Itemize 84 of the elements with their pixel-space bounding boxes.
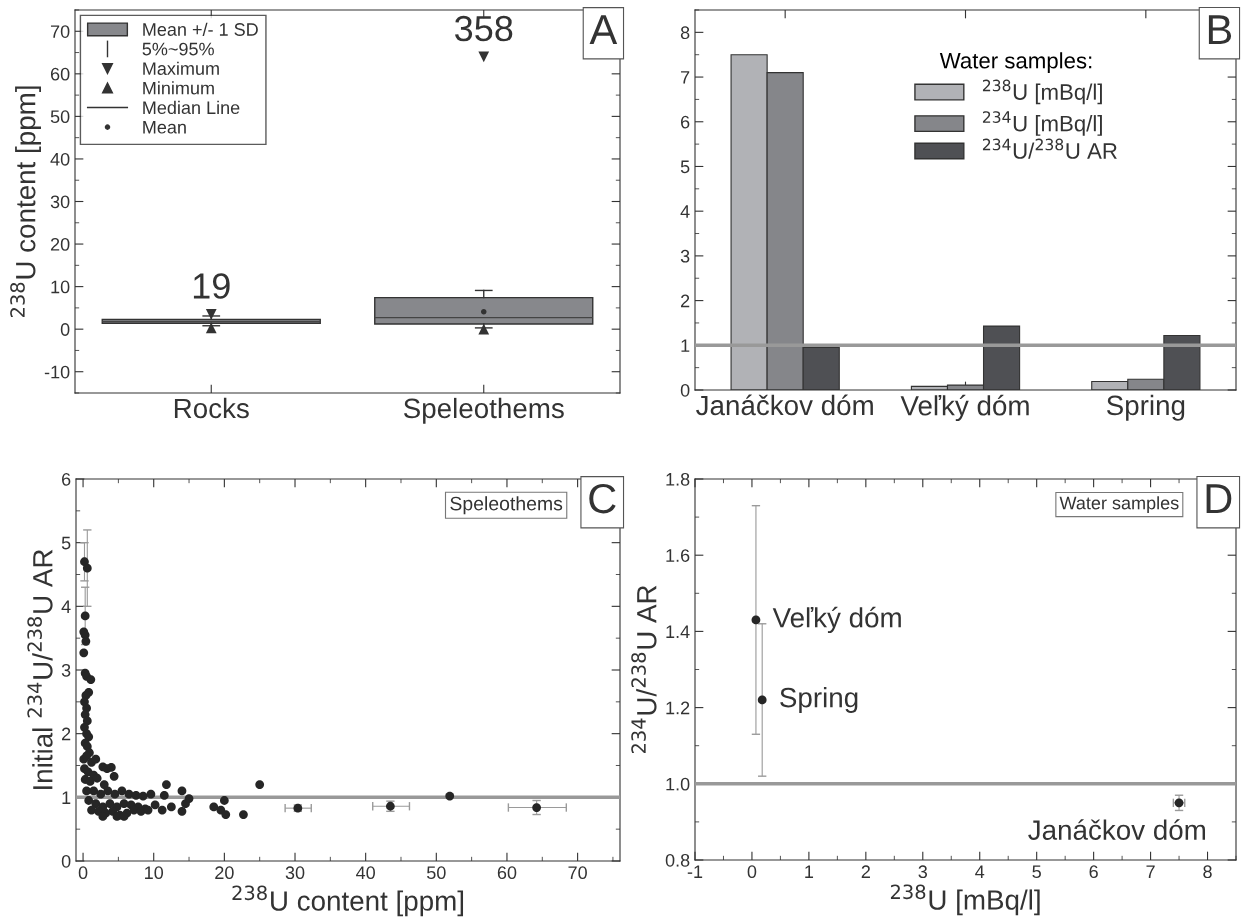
y-tick-label: 1 xyxy=(681,339,690,352)
annotation: 5%~95% xyxy=(142,42,214,56)
y-tick-label: 3 xyxy=(61,663,71,677)
annotation: Median Line xyxy=(143,100,240,115)
annotation: Spring xyxy=(780,687,858,713)
x-tick-label: 7 xyxy=(1146,865,1155,878)
point xyxy=(205,308,217,320)
y-tick-label: 1.2 xyxy=(666,701,690,715)
annotation: Veľký dóm xyxy=(772,606,901,634)
y-tick-label: 1.8 xyxy=(666,472,690,486)
y-tick-label: 0 xyxy=(680,383,690,397)
x-tick-label: 3 xyxy=(918,865,928,879)
legend-label: Minimum xyxy=(143,81,214,95)
x-tick-label: 60 xyxy=(497,866,517,880)
x-tick-label: 50 xyxy=(426,866,446,880)
y-tick-label: 20 xyxy=(50,237,70,251)
x-tick-label: Rocks xyxy=(174,397,249,419)
annotation: Water samples xyxy=(1059,496,1179,513)
x-tick-label: 20 xyxy=(215,866,234,880)
annotation: B xyxy=(1208,15,1232,44)
x-tick-label: 1 xyxy=(805,865,814,878)
x-tick-label: -1 xyxy=(687,865,703,878)
y-tick-label: 6 xyxy=(62,472,71,486)
y-tick-label: 3 xyxy=(680,249,690,263)
x-tick-label: Speleothems xyxy=(403,397,564,424)
y-axis-title: $^{234}$U/$^{238}$U AR xyxy=(631,585,657,754)
x-tick-label: 6 xyxy=(1089,865,1098,879)
y-tick-label: 70 xyxy=(50,25,70,38)
y-tick-label: 0 xyxy=(61,854,71,868)
x-tick-label: Janáčkov dóm xyxy=(696,394,873,416)
legend-title: Water samples: xyxy=(939,52,1092,73)
annotation: C xyxy=(589,483,616,514)
annotation: 19 xyxy=(193,273,230,299)
x-axis-title: $^{238}$U [mBq/l] xyxy=(890,884,1040,916)
annotation: A xyxy=(589,15,618,45)
x-tick-label: 0 xyxy=(78,866,88,880)
y-tick-label: 1.0 xyxy=(666,777,690,791)
y-tick-label: 4 xyxy=(680,205,690,218)
legend-label: Maximum xyxy=(143,61,219,75)
y-tick-label: 0 xyxy=(60,323,70,336)
x-tick-label: 30 xyxy=(285,866,305,880)
x-tick-label: 10 xyxy=(145,866,164,880)
y-axis-title: $^{238}$U content [ppm] xyxy=(10,86,41,318)
x-tick-label: 8 xyxy=(1203,865,1212,879)
y-tick-label: 10 xyxy=(51,280,70,294)
legend-label: Mean +/- 1 SD xyxy=(143,22,258,36)
x-tick-label: Veľký dóm xyxy=(900,394,1029,422)
legend-label: $^{238}$U [mBq/l] xyxy=(982,79,1102,105)
x-tick-label: 2 xyxy=(861,865,870,878)
x-tick-label: 70 xyxy=(568,866,587,880)
y-tick-label: 6 xyxy=(681,115,690,129)
y-tick-label: 1 xyxy=(62,791,71,804)
annotation: Janáčkov dóm xyxy=(1028,819,1206,840)
legend-label: $^{234}$U [mBq/l] xyxy=(982,111,1102,136)
legend-label: $^{234}$U/$^{238}$U AR xyxy=(982,138,1117,159)
y-tick-label: 1.4 xyxy=(666,625,690,638)
y-tick-label: 40 xyxy=(50,152,70,166)
x-axis-title: $^{238}$U content [ppm] xyxy=(232,885,464,917)
y-tick-label: -10 xyxy=(44,365,70,379)
y-tick-label: 5 xyxy=(680,160,690,174)
annotation: Mean xyxy=(143,121,186,134)
point xyxy=(478,51,490,63)
y-tick-label: 60 xyxy=(50,67,70,81)
y-tick-label: 50 xyxy=(50,110,70,124)
x-tick-label: 4 xyxy=(975,865,985,878)
y-tick-label: 8 xyxy=(680,26,690,40)
annotation: D xyxy=(1206,484,1232,514)
x-tick-label: 0 xyxy=(747,865,757,879)
y-tick-label: 30 xyxy=(50,195,70,209)
annotation: 358 xyxy=(455,15,513,42)
x-tick-label: 40 xyxy=(356,866,375,880)
y-axis-title: Initial $^{234}$U/$^{238}$U AR xyxy=(27,549,53,789)
x-tick-label: Spring xyxy=(1106,394,1185,421)
y-tick-label: 2 xyxy=(62,727,71,741)
y-tick-label: 7 xyxy=(681,71,690,84)
y-tick-label: 0.8 xyxy=(665,853,690,867)
point xyxy=(751,615,761,625)
annotation: Speleothems xyxy=(450,496,563,515)
y-tick-label: 1.6 xyxy=(666,549,690,562)
x-tick-label: 5 xyxy=(1032,865,1041,879)
y-tick-label: 5 xyxy=(61,536,71,550)
y-tick-label: 4 xyxy=(61,600,71,613)
y-tick-label: 2 xyxy=(681,294,690,308)
point xyxy=(757,695,767,705)
